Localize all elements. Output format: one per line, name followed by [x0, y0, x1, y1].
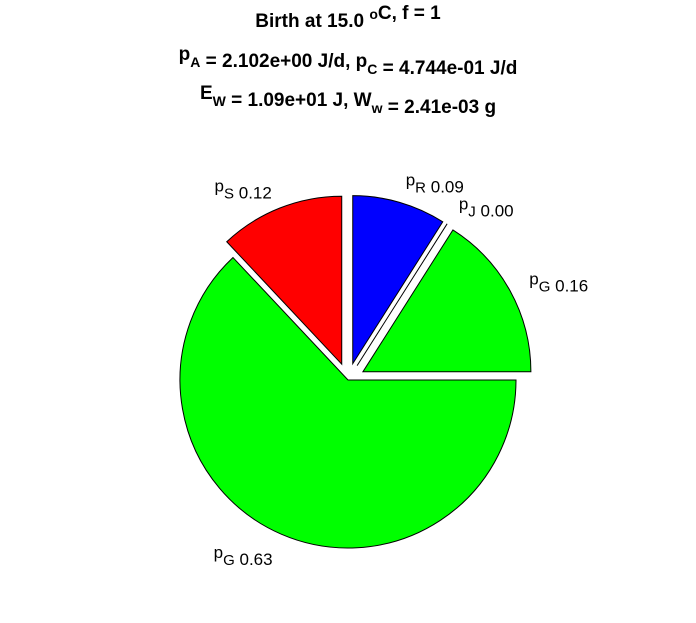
slice-value: 0.16: [555, 276, 588, 295]
text-run: p: [214, 543, 223, 562]
subscript: G: [223, 552, 235, 569]
subscript: w: [371, 100, 383, 116]
chart-title: pA = 2.102e+00 J/d, pC = 4.744e-01 J/d: [179, 44, 518, 79]
text-run: = 4.744e-01 J/d: [377, 58, 517, 79]
slice-label: pS 0.12: [215, 177, 272, 203]
pie-slice: [226, 195, 343, 366]
slice-label: pG 0.16: [529, 269, 588, 295]
subscript: R: [415, 179, 426, 196]
pie-slice: [361, 229, 532, 373]
subscript: J: [468, 203, 476, 220]
subscript: C: [367, 61, 377, 77]
subscript: A: [190, 54, 200, 70]
text-run: = 2.41e-03 g: [383, 97, 497, 118]
chart-title: Birth at 15.0 oC, f = 1: [255, 3, 441, 32]
text-run: = 1.09e+01 J, W: [226, 90, 372, 111]
slice-label: pG 0.63: [214, 543, 273, 569]
text-run: p: [406, 170, 415, 189]
slice-value: 0.09: [431, 177, 464, 196]
text-run: E: [200, 83, 213, 104]
text-run: p: [215, 177, 224, 196]
subscript: G: [539, 278, 551, 295]
pie-slice: [179, 256, 517, 549]
text-run: C, f = 1: [378, 3, 441, 24]
text-run: p: [459, 194, 468, 213]
text-run: = 2.102e+00 J/d, p: [200, 51, 367, 72]
chart-title: EW = 1.09e+01 J, Ww = 2.41e-03 g: [200, 83, 496, 118]
slice-label: pJ 0.00: [459, 194, 514, 220]
slice-value: 0.63: [240, 550, 273, 569]
slice-label: pR 0.09: [406, 170, 464, 196]
superscript: o: [369, 6, 378, 22]
pie-slice: [352, 195, 444, 366]
text-run: p: [529, 269, 538, 288]
subscript: S: [224, 186, 234, 203]
slice-value: 0.12: [239, 184, 272, 203]
text-run: p: [179, 44, 191, 65]
slice-value: 0.00: [481, 201, 514, 220]
text-run: Birth at 15.0: [255, 11, 369, 32]
subscript: W: [213, 93, 227, 109]
